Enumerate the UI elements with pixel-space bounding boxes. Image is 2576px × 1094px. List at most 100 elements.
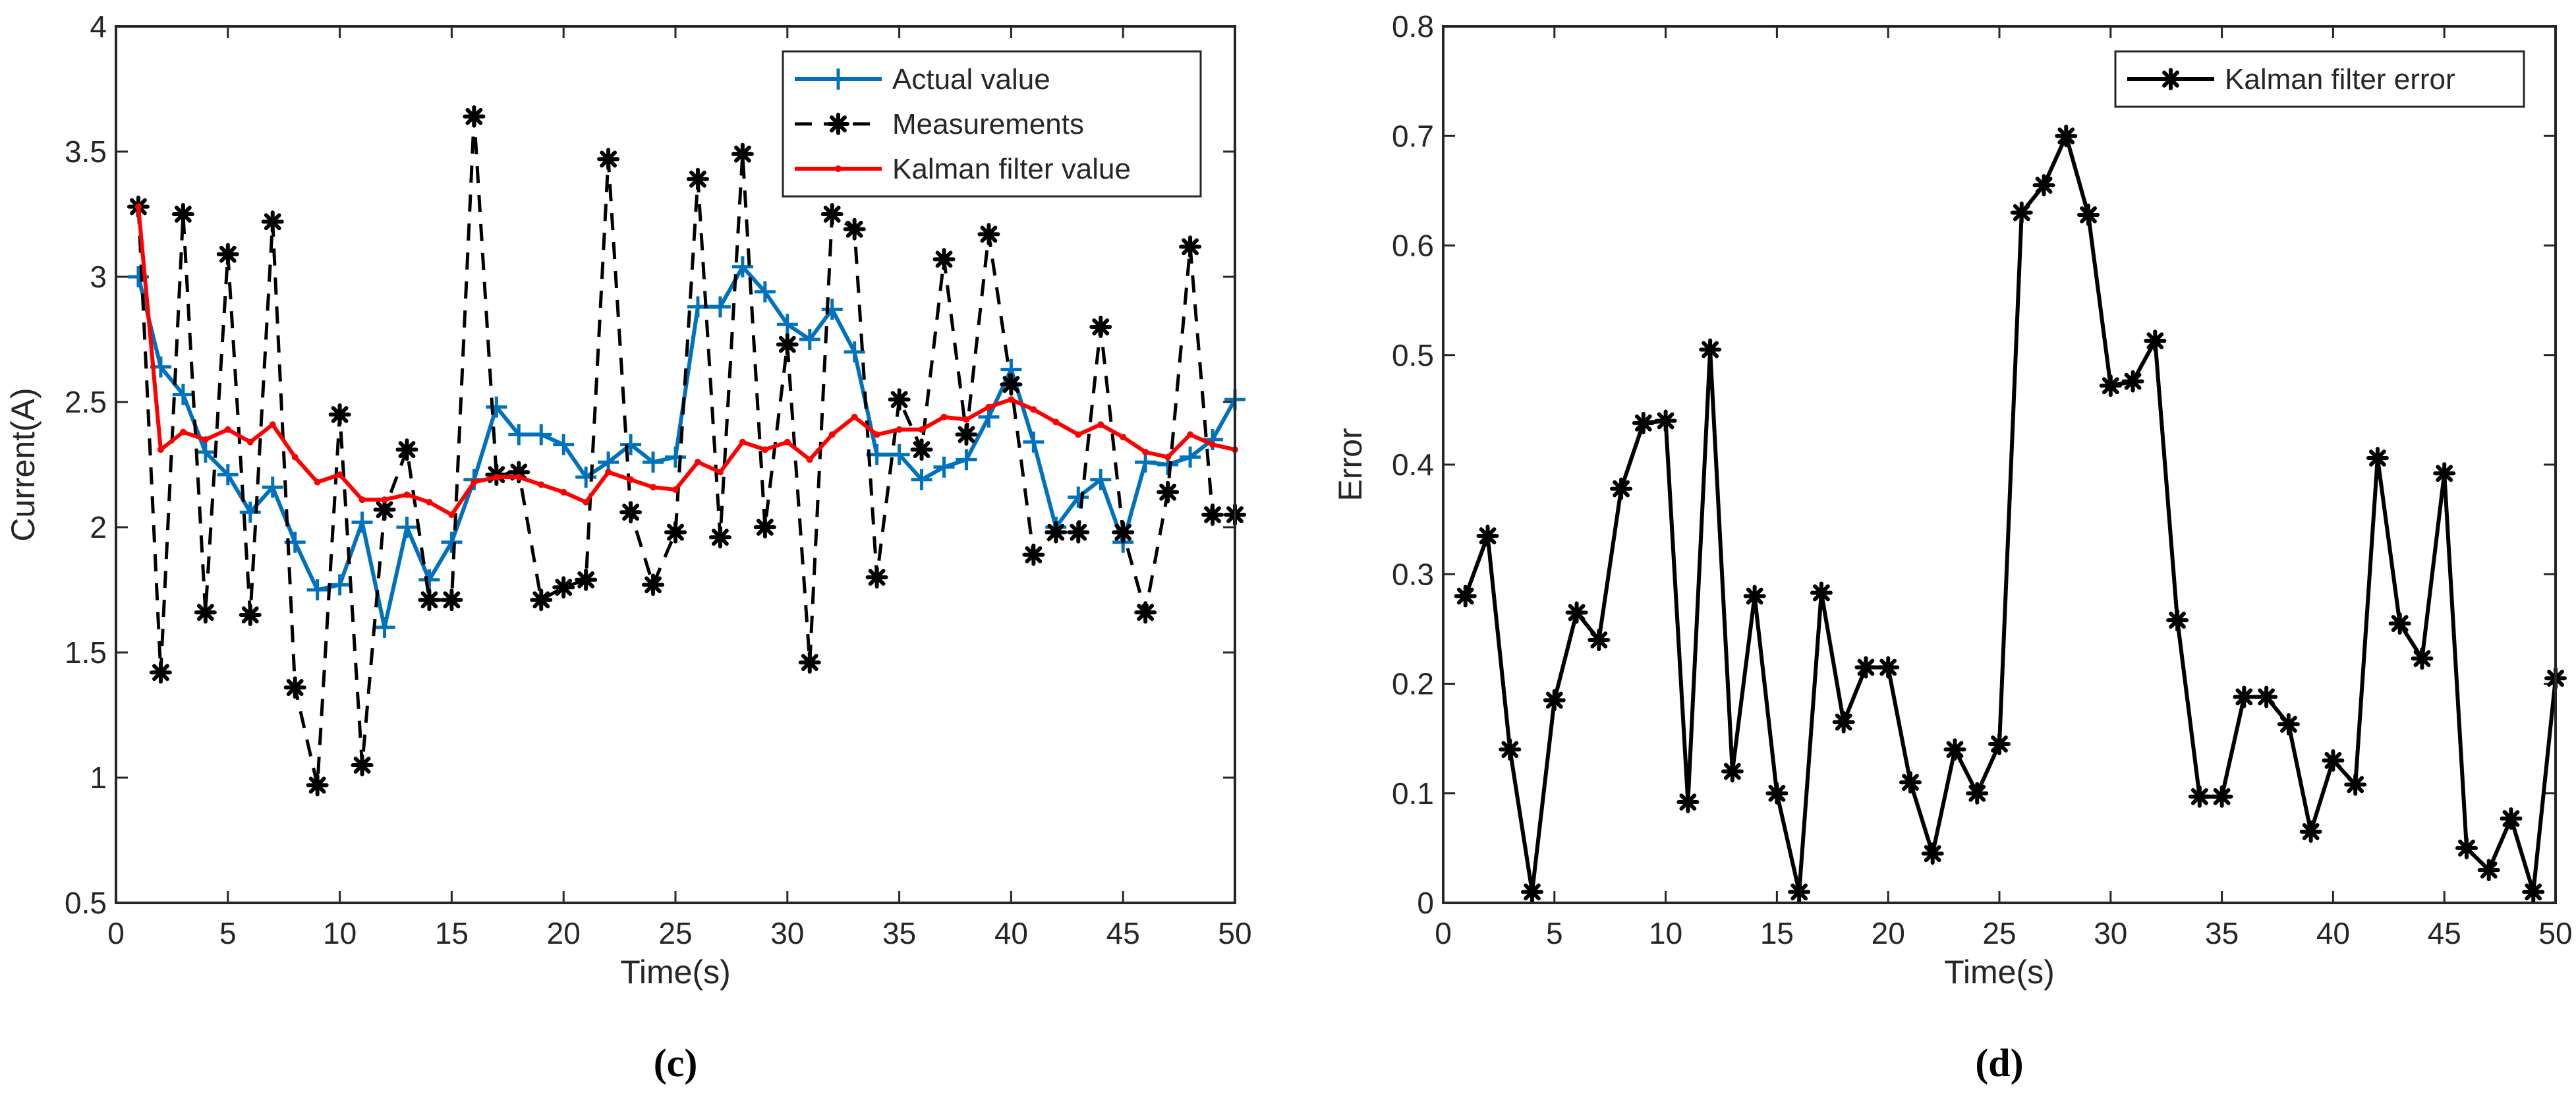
data-point-stroke [331,406,349,423]
chart-c-current: 0 5 10 15 20 25 30 35 40 45 50 0.5 1 1.5 2 2.5 3 3.5 4 Time… [5,9,1252,1085]
data-point [1090,469,1112,490]
data-point [1120,434,1127,441]
data-point [754,281,776,302]
data-point [291,453,299,461]
data-point [1180,446,1201,468]
data-point [1699,338,1722,361]
data-point [1832,710,1855,734]
y-tick-label: 3 [90,260,107,294]
data-point [560,488,567,496]
data-point [194,442,216,463]
data-point [373,498,396,521]
data-point-stroke [644,576,662,594]
data-point [351,511,373,533]
x-tick-label: 0 [107,916,125,950]
data-point-stroke [1479,527,1497,544]
legend-marker [2160,68,2182,90]
data-point [709,296,731,318]
data-point [865,566,888,589]
legend-marker [835,165,842,172]
data-point [1676,791,1700,814]
data-point [731,256,753,277]
x-tick-label: 25 [658,916,692,950]
data-point [1022,543,1045,566]
data-point [358,496,366,504]
data-point [1966,782,1989,805]
data-point [2500,807,2523,830]
data-point-stroke [174,206,192,223]
data-point [627,476,635,483]
x-tick-label: 25 [1982,916,2016,950]
x-tick-label: 10 [323,916,357,950]
legend: Actual value Measurements Kalman filter va… [782,50,1202,198]
data-point [448,511,455,518]
legend-marker [827,113,849,135]
data-point [963,416,970,423]
data-point [2433,462,2456,485]
data-point-stroke [2124,372,2142,390]
data-point [933,456,955,478]
data-point [1097,421,1104,428]
data-point-stroke [2169,612,2186,629]
data-point-stroke [1002,376,1020,393]
y-tick-label: 0.1 [1392,776,1434,811]
data-point-stroke [1790,883,1808,901]
data-point-stroke [801,654,818,672]
data-point-stroke [622,504,639,521]
data-point [306,579,328,600]
data-point [932,248,956,271]
data-point-stroke [823,206,841,223]
data-point-stroke [555,579,573,596]
data-point [1632,411,1655,434]
data-point-stroke [2190,788,2208,805]
data-point [1454,585,1477,608]
data-point-stroke [1568,604,1586,621]
data-point-stroke [1025,546,1043,563]
data-point [1030,406,1037,413]
x-tick-label: 20 [1872,916,1905,950]
legend-label: Kalman filter value [892,153,1131,185]
data-point [508,424,530,446]
data-point [418,569,440,590]
data-point [1142,449,1149,455]
data-point [1067,521,1090,544]
data-point-stroke [1182,238,1199,256]
data-point [1654,409,1677,432]
data-point [1209,441,1216,448]
data-point-stroke [376,501,393,519]
x-tick-label: 0 [1435,916,1452,950]
data-point [471,478,478,486]
data-point-stroke [2480,861,2498,879]
x-tick-label: 45 [1106,916,1140,950]
data-point-stroke [2146,332,2164,350]
data-point [2522,880,2545,904]
data-point-stroke [778,335,796,353]
data-point [664,521,687,544]
data-point [1201,504,1224,526]
data-point-stroke [1501,741,1519,759]
data-point-stroke [1924,845,1941,863]
data-point-stroke [1634,414,1652,432]
data-point-stroke [958,426,975,444]
legend-marker-stroke [2162,71,2179,88]
data-point-stroke [286,679,304,697]
data-point-stroke [600,150,617,168]
series-line [136,206,1236,517]
data-point-stroke [845,220,863,238]
data-point [202,436,209,443]
x-axis-label: Time(s) [620,954,731,991]
data-point [1877,656,1900,679]
data-point [336,471,343,478]
data-point-stroke [443,591,461,609]
data-point-stroke [1991,735,2008,753]
data-point-stroke [577,571,595,589]
series-measurements [127,105,1246,797]
data-point [306,774,329,797]
legend-label: Actual value [892,63,1050,96]
data-point [1899,771,1922,794]
y-tick-label: 0 [1417,886,1434,920]
data-point [910,438,933,461]
data-point [2255,685,2278,708]
data-point-stroke [2302,823,2320,840]
data-point-stroke [1047,523,1065,541]
